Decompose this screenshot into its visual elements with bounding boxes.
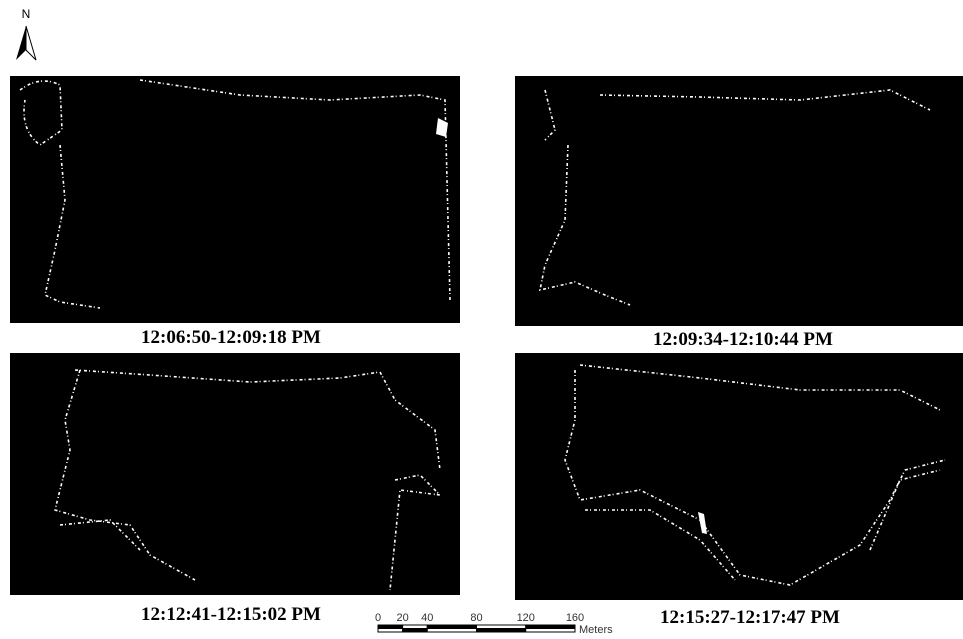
scale-tick-label: 80: [470, 612, 482, 624]
map-figure: N 12:06:50-12:09:18 PM 12:09:34-12:10:44…: [0, 0, 963, 639]
panel-caption: 12:06:50-12:09:18 PM: [141, 327, 321, 348]
panel-2: 12:09:34-12:10:44 PM: [515, 76, 963, 350]
scale-segment: [403, 629, 428, 633]
arrow-left: [16, 26, 26, 60]
scale-segment: [403, 625, 428, 629]
scale-segment: [427, 629, 476, 633]
scale-unit: Meters: [579, 624, 613, 636]
scale-tick-label: 0: [375, 612, 381, 624]
panel-background: [515, 76, 963, 326]
scale-tick-label: 40: [421, 612, 433, 624]
panel-background: [10, 76, 460, 323]
scale-segment: [526, 625, 575, 629]
north-label: N: [22, 7, 31, 21]
arrow-right: [26, 26, 36, 60]
panel-1: 12:06:50-12:09:18 PM: [10, 76, 460, 348]
panel-caption: 12:15:27-12:17:47 PM: [660, 607, 840, 628]
scale-tick-label: 120: [517, 612, 535, 624]
panel-4: 12:15:27-12:17:47 PM: [515, 353, 963, 628]
scale-segment: [526, 629, 575, 633]
panel-3: 12:12:41-12:15:02 PM: [10, 353, 460, 625]
north-arrow: N: [16, 7, 36, 60]
scale-segment: [378, 625, 403, 629]
panel-caption: 12:12:41-12:15:02 PM: [141, 604, 321, 625]
scale-tick-label: 20: [397, 612, 409, 624]
scale-segment: [477, 629, 526, 633]
scale-tick-label: 160: [566, 612, 584, 624]
panel-caption: 12:09:34-12:10:44 PM: [653, 329, 833, 350]
scale-segment: [477, 625, 526, 629]
scale-segment: [427, 625, 476, 629]
scale-segment: [378, 629, 403, 633]
